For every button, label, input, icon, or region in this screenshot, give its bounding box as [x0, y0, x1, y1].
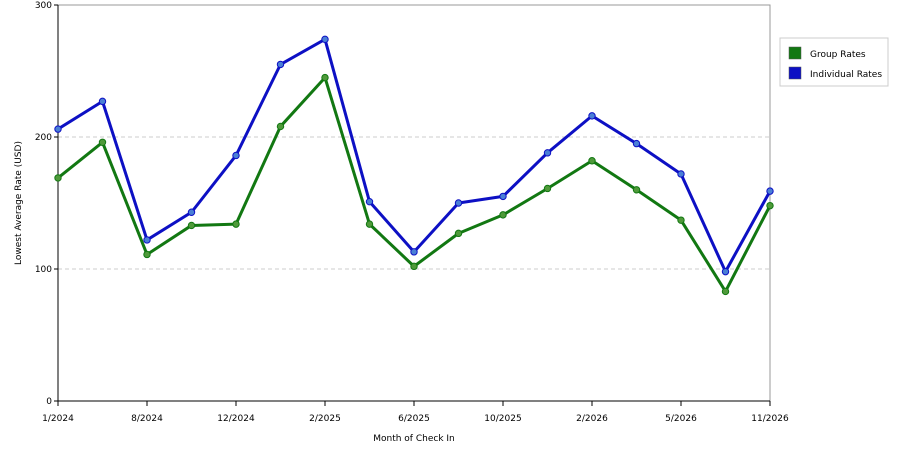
data-point-individual-rates — [410, 248, 418, 256]
legend-label-individual-rates: Individual Rates — [810, 70, 882, 80]
data-point-individual-rates — [454, 199, 463, 207]
y-tick-label: 100 — [35, 265, 52, 275]
data-point-group-rates — [54, 174, 62, 182]
data-point-group-rates — [499, 211, 507, 219]
x-tick-label: 11/2026 — [751, 414, 789, 424]
y-axis-title: Lowest Average Rate (USD) — [14, 141, 24, 265]
data-point-individual-rates — [98, 97, 107, 106]
data-point-individual-rates — [143, 236, 151, 244]
legend-swatch-group-rates — [788, 46, 802, 60]
x-tick-label: 6/2025 — [398, 414, 430, 424]
data-point-individual-rates — [677, 170, 685, 178]
y-ticks: 0 100 200 300 — [35, 1, 58, 407]
data-point-individual-rates — [766, 187, 774, 195]
axes — [57, 5, 770, 402]
x-tick-label: 2/2026 — [576, 414, 608, 424]
y-tick-label: 0 — [46, 397, 52, 407]
x-tick-label: 1/2024 — [42, 414, 74, 424]
data-point-group-rates — [365, 220, 374, 228]
series-line-group-rates — [57, 76, 772, 293]
x-tick-label: 5/2026 — [665, 414, 697, 424]
data-point-individual-rates — [588, 112, 596, 120]
data-point-individual-rates — [232, 151, 240, 160]
series-individual-rates — [54, 35, 774, 276]
x-axis-title: Month of Check In — [373, 434, 455, 444]
y-tick-label: 300 — [35, 1, 52, 11]
data-point-group-rates — [143, 250, 151, 259]
data-point-group-rates — [321, 73, 329, 82]
x-ticks: 1/2024 8/2024 12/2024 2/2025 6/2025 10/2025 2/… — [42, 401, 789, 424]
x-tick-label: 10/2025 — [484, 414, 521, 424]
x-tick-label: 12/2024 — [217, 414, 255, 424]
data-point-individual-rates — [365, 197, 374, 206]
data-point-group-rates — [677, 216, 685, 224]
data-point-group-rates — [98, 138, 107, 146]
x-tick-label: 2/2025 — [309, 414, 341, 424]
legend-swatch-individual-rates — [788, 66, 802, 80]
data-point-group-rates — [276, 122, 285, 131]
data-point-individual-rates — [632, 139, 641, 148]
legend: Group Rates Individual Rates — [779, 37, 889, 87]
data-point-group-rates — [632, 186, 641, 194]
data-point-group-rates — [543, 184, 552, 193]
data-point-group-rates — [410, 262, 418, 271]
data-point-individual-rates — [543, 149, 552, 157]
y-tick-label: 200 — [35, 133, 52, 143]
legend-label-group-rates: Group Rates — [810, 50, 866, 60]
data-point-individual-rates — [721, 267, 730, 276]
data-point-group-rates — [766, 201, 774, 210]
data-point-individual-rates — [499, 192, 507, 201]
data-point-group-rates — [187, 221, 196, 230]
plot-area-frame — [57, 4, 771, 402]
data-point-individual-rates — [321, 35, 329, 44]
data-point-individual-rates — [276, 60, 285, 69]
data-point-group-rates — [454, 229, 463, 238]
data-point-group-rates — [232, 220, 240, 228]
data-point-group-rates — [588, 157, 596, 165]
x-tick-label: 8/2024 — [131, 414, 163, 424]
series-line-individual-rates — [57, 37, 772, 274]
data-point-individual-rates — [54, 125, 62, 133]
data-point-individual-rates — [187, 208, 196, 216]
series-layer — [54, 35, 774, 296]
data-point-group-rates — [721, 287, 730, 296]
series-group-rates — [54, 73, 774, 296]
